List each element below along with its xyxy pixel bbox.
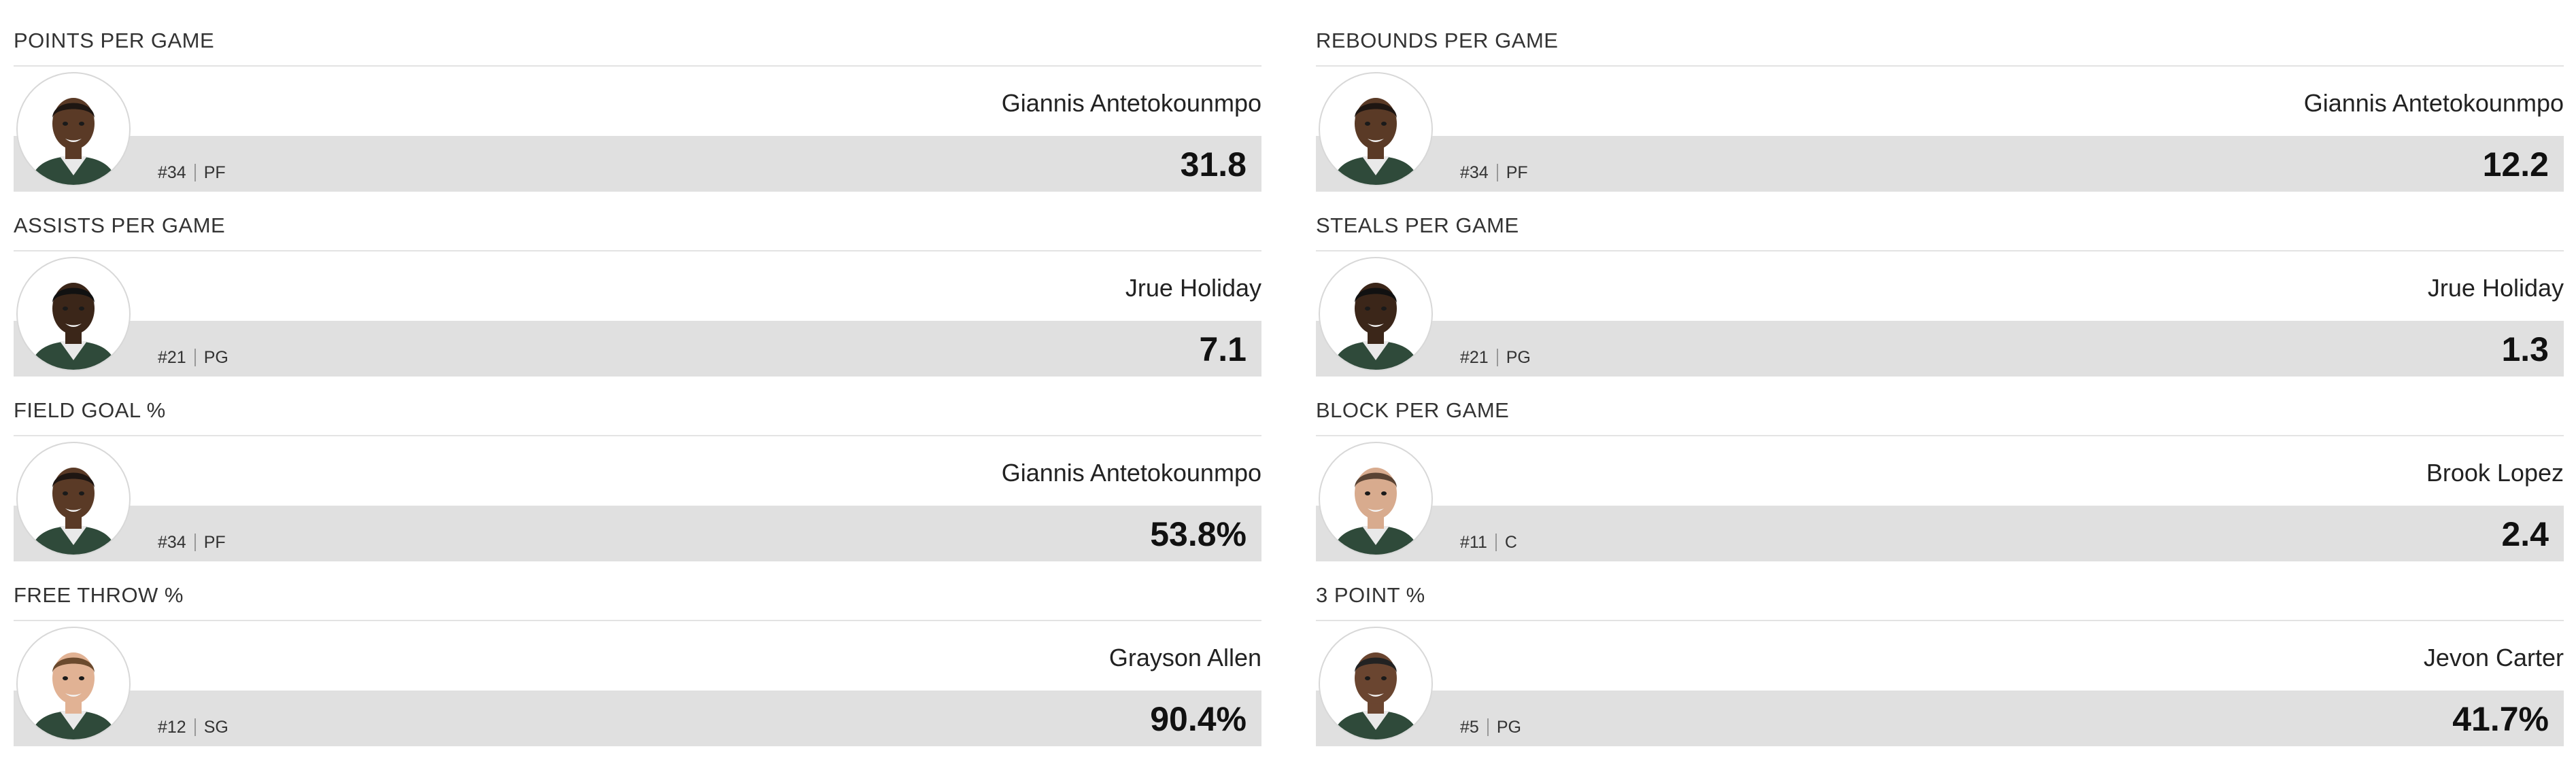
player-name[interactable]: Jevon Carter [2423,644,2564,671]
player-name[interactable]: Brook Lopez [2426,459,2564,487]
stat-card-points[interactable]: POINTS PER GAME Giannis Antetokounmpo 31… [14,20,1261,207]
stat-card-blocks[interactable]: BLOCK PER GAME Brook Lopez 2.4 #11 C [1316,390,2564,576]
player-name[interactable]: Giannis Antetokounmpo [2303,89,2564,117]
stat-band [14,136,1261,192]
stat-title: POINTS PER GAME [14,29,215,52]
player-avatar[interactable] [16,72,131,186]
meta-divider [1496,349,1498,366]
stat-title: BLOCK PER GAME [1316,398,1510,422]
jersey-number: #11 [1460,533,1487,552]
player-position: SG [203,718,228,737]
stat-title: 3 POINT % [1316,583,1425,607]
player-meta: #12 SG [158,715,228,739]
stat-panel: Grayson Allen 90.4% #12 SG [14,620,1261,761]
stat-value: 2.4 [2501,515,2549,553]
player-position: PG [1506,348,1531,367]
stat-title: REBOUNDS PER GAME [1316,29,1559,52]
stat-card-free-throw[interactable]: FREE THROW % Grayson Allen 90.4% #12 SG [14,575,1261,761]
stat-value: 12.2 [2482,145,2549,184]
stat-card-rebounds[interactable]: REBOUNDS PER GAME Giannis Antetokounmpo … [1316,20,2564,207]
player-avatar[interactable] [16,257,131,371]
stat-card-assists[interactable]: ASSISTS PER GAME Jrue Holiday 7.1 #21 PG [14,205,1261,391]
stat-card-three-point[interactable]: 3 POINT % Jevon Carter 41.7% #5 PG [1316,575,2564,761]
player-meta: #34 PF [158,160,226,185]
stat-band [1316,691,2564,746]
meta-divider [1495,534,1497,551]
stat-panel: Jrue Holiday 1.3 #21 PG [1316,250,2564,391]
jersey-number: #21 [1460,348,1489,367]
player-meta: #34 PF [158,530,226,555]
stat-panel: Giannis Antetokounmpo 31.8 #34 PF [14,65,1261,207]
player-name[interactable]: Grayson Allen [1108,644,1261,671]
stat-title: STEALS PER GAME [1316,213,1519,237]
stat-card-steals[interactable]: STEALS PER GAME Jrue Holiday 1.3 #21 PG [1316,205,2564,391]
player-position: PF [203,533,226,552]
jersey-number: #5 [1460,718,1479,737]
player-avatar[interactable] [16,627,131,741]
player-avatar[interactable] [1319,442,1433,556]
meta-divider [194,349,196,366]
jersey-number: #21 [158,348,186,367]
player-position: PF [1506,163,1528,182]
stat-band [14,691,1261,746]
stat-value: 31.8 [1180,145,1247,184]
player-name[interactable]: Jrue Holiday [2427,274,2564,302]
meta-divider [1487,718,1489,736]
player-position: C [1504,533,1517,552]
stat-value: 7.1 [1199,330,1247,368]
player-avatar[interactable] [16,442,131,556]
player-name[interactable]: Giannis Antetokounmpo [1001,89,1261,117]
player-meta: #34 PF [1460,160,1528,185]
stat-panel: Jrue Holiday 7.1 #21 PG [14,250,1261,391]
meta-divider [194,718,196,736]
stat-band [1316,321,2564,377]
jersey-number: #34 [158,163,186,182]
stat-band [14,506,1261,561]
meta-divider [1496,164,1498,181]
player-meta: #21 PG [158,345,228,370]
player-meta: #11 C [1460,530,1517,555]
stat-panel: Giannis Antetokounmpo 12.2 #34 PF [1316,65,2564,207]
player-name[interactable]: Jrue Holiday [1125,274,1261,302]
player-meta: #21 PG [1460,345,1531,370]
meta-divider [194,534,196,551]
stat-band [1316,506,2564,561]
stat-panel: Giannis Antetokounmpo 53.8% #34 PF [14,435,1261,576]
player-avatar[interactable] [1319,627,1433,741]
meta-divider [194,164,196,181]
player-position: PG [1496,718,1521,737]
stat-value: 1.3 [2501,330,2549,368]
stat-card-field-goal[interactable]: FIELD GOAL % Giannis Antetokounmpo 53.8%… [14,390,1261,576]
jersey-number: #34 [158,533,186,552]
jersey-number: #34 [1460,163,1489,182]
player-meta: #5 PG [1460,715,1521,739]
player-avatar[interactable] [1319,72,1433,186]
stat-band [1316,136,2564,192]
player-name[interactable]: Giannis Antetokounmpo [1001,459,1261,487]
stat-panel: Brook Lopez 2.4 #11 C [1316,435,2564,576]
player-position: PG [203,348,228,367]
stat-value: 90.4% [1150,700,1247,738]
player-position: PF [203,163,226,182]
stat-title: FIELD GOAL % [14,398,166,422]
stat-panel: Jevon Carter 41.7% #5 PG [1316,620,2564,761]
stat-title: FREE THROW % [14,583,184,607]
stat-title: ASSISTS PER GAME [14,213,226,237]
stat-value: 41.7% [2452,700,2549,738]
stat-band [14,321,1261,377]
player-avatar[interactable] [1319,257,1433,371]
jersey-number: #12 [158,718,186,737]
stat-value: 53.8% [1150,515,1247,553]
